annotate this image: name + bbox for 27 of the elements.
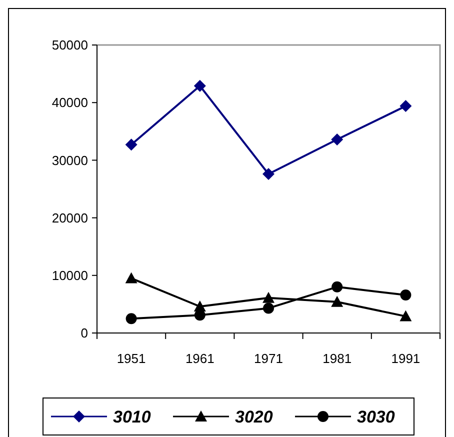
point	[126, 313, 137, 324]
y-tick-label: 40000	[52, 95, 88, 110]
x-tick-label: 1971	[254, 351, 283, 366]
y-tick-label: 10000	[52, 268, 88, 283]
point	[263, 302, 274, 314]
point	[125, 138, 138, 151]
point	[125, 272, 138, 284]
point	[262, 292, 274, 303]
y-tick-label: 30000	[52, 152, 88, 168]
point	[262, 168, 274, 180]
point	[400, 289, 412, 300]
point	[400, 310, 412, 322]
point	[194, 80, 206, 92]
x-tick-label: 1951	[116, 351, 146, 366]
point	[331, 133, 344, 146]
x-tick-label: 1981	[322, 351, 352, 366]
y-tick-label: 50000	[52, 38, 88, 53]
legend-label: 3020	[235, 407, 274, 426]
point	[331, 296, 344, 307]
point	[332, 281, 343, 292]
point	[400, 100, 412, 112]
x-tick-label: 1961	[185, 351, 214, 366]
x-tick-label: 1991	[391, 351, 420, 366]
legend-label: 3030	[357, 407, 396, 426]
y-tick-label: 20000	[52, 210, 88, 226]
y-tick-label: 0	[80, 326, 88, 341]
legend-label: 3010	[113, 407, 152, 426]
